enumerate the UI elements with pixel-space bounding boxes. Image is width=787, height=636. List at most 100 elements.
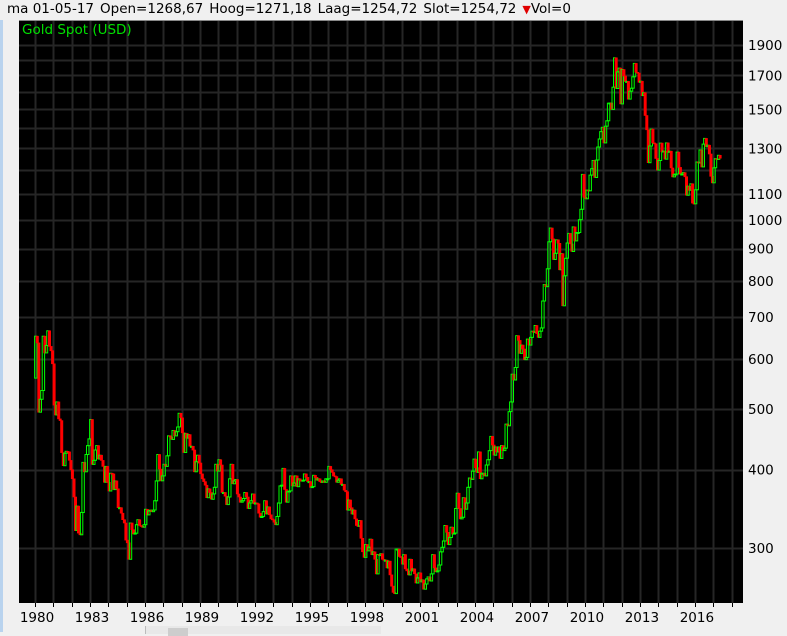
y-tick-label: 1700 <box>748 68 782 84</box>
candle-down <box>691 183 695 204</box>
x-axis: 1980 1983 1986 1989 1992 1995 1998 2001 2004 2007… <box>20 603 733 626</box>
candle-down <box>390 574 394 587</box>
candle-down <box>124 522 128 541</box>
candle-down <box>158 454 162 470</box>
candle-down <box>237 493 241 498</box>
candle-down <box>707 144 711 155</box>
candle-down <box>550 227 554 240</box>
candle-down <box>330 469 334 473</box>
candle-up <box>177 412 182 428</box>
candle-down <box>35 335 39 344</box>
candle-down <box>403 554 407 570</box>
candle-down <box>235 479 239 495</box>
y-tick-label: 700 <box>748 310 774 326</box>
close-readout: Slot=1254,72 <box>423 1 517 17</box>
candle-down <box>645 115 649 131</box>
horizontal-scrollbar[interactable] <box>145 626 381 636</box>
x-tick-label: 1986 <box>130 610 164 626</box>
candle-down <box>391 585 395 593</box>
candle-up <box>620 69 624 105</box>
candle-down <box>200 473 204 480</box>
y-tick-label: 500 <box>748 402 774 418</box>
y-tick-label: 600 <box>748 352 774 368</box>
y-tick-label: 1000 <box>748 213 782 229</box>
x-tick-label: 1992 <box>240 610 274 626</box>
candle-down <box>388 560 392 576</box>
candle-down <box>138 519 142 526</box>
candle-down <box>69 460 73 471</box>
candle-down <box>203 481 207 486</box>
triangle-down-icon: ▼ <box>522 3 531 16</box>
candle-down <box>188 434 192 447</box>
candle-down <box>582 174 586 198</box>
candle-down <box>353 509 357 520</box>
candle-down <box>99 454 103 461</box>
y-tick-label: 300 <box>748 541 774 557</box>
candle-down <box>106 466 110 483</box>
candle-down <box>344 489 348 493</box>
candle-down <box>208 488 212 493</box>
x-tick-label: 2001 <box>405 610 439 626</box>
candle-down <box>683 172 687 178</box>
candle-down <box>445 525 449 533</box>
candle-down <box>67 451 71 461</box>
candle-down <box>622 69 626 77</box>
y-tick-label: 400 <box>748 463 774 479</box>
candle-down <box>202 478 206 482</box>
candle-down <box>283 468 287 490</box>
candle-down <box>119 507 123 514</box>
candle-up <box>515 335 519 369</box>
candle-down <box>521 344 525 350</box>
candle-down <box>267 506 271 516</box>
candle-down <box>269 514 273 520</box>
candle-down <box>245 492 249 498</box>
candle-down <box>474 458 478 469</box>
candle-down <box>52 363 56 406</box>
candle-down <box>252 493 256 505</box>
y-tick-label: 1100 <box>748 187 782 203</box>
candle-down <box>191 445 195 451</box>
candle-down <box>535 325 539 334</box>
scrollbar-thumb[interactable] <box>168 628 188 636</box>
high-readout: Hoog=1271,18 <box>209 1 312 17</box>
candles <box>34 57 722 595</box>
x-tick-label: 1989 <box>185 610 219 626</box>
y-axis: 1900 1700 1500 1300 1100 1000 900 800 700 600 500 4… <box>748 38 782 557</box>
candle-down <box>678 167 682 175</box>
volume-readout: Vol=0 <box>530 1 571 17</box>
candle-up <box>443 525 447 542</box>
date-readout: ma 01-05-17 <box>7 1 94 17</box>
candle-down <box>339 478 343 485</box>
candle-down <box>354 518 358 526</box>
candle-down <box>77 505 81 534</box>
x-tick-label: 2016 <box>680 610 714 626</box>
candle-down <box>342 484 346 491</box>
candle-down <box>122 519 126 524</box>
candle-up <box>504 423 508 449</box>
candle-up <box>376 554 380 575</box>
candle-down <box>197 454 201 464</box>
candle-down <box>72 478 76 498</box>
y-tick-label: 900 <box>748 242 774 258</box>
candle-down <box>654 143 658 159</box>
candle-down <box>179 412 183 419</box>
candle-down <box>432 554 436 569</box>
candle-down <box>272 519 276 523</box>
chart-title: Gold Spot (USD) <box>22 22 132 38</box>
x-tick-label: 1983 <box>75 610 109 626</box>
candle-down <box>257 503 261 514</box>
candle-down <box>125 539 129 544</box>
candle-down <box>669 150 673 169</box>
candle-down <box>677 151 681 168</box>
candle-down <box>49 346 53 352</box>
candle-down <box>121 512 125 521</box>
y-tick-label: 1500 <box>748 102 782 118</box>
candle-up <box>510 373 515 403</box>
candle-down <box>457 492 461 509</box>
candle-down <box>220 464 224 493</box>
y-tick-label: 1300 <box>748 141 782 157</box>
candle-down <box>199 462 203 475</box>
candle-down <box>219 459 223 466</box>
y-tick-label: 1900 <box>748 38 782 54</box>
